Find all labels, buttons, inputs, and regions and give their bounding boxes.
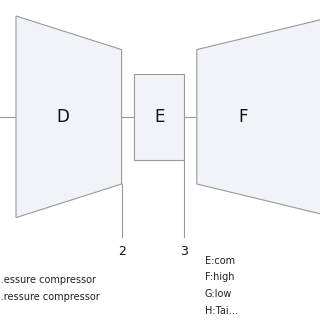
Text: …ressure compressor: …ressure compressor bbox=[0, 292, 99, 302]
Text: F: F bbox=[238, 108, 248, 126]
Text: 3: 3 bbox=[180, 245, 188, 258]
Text: D: D bbox=[56, 108, 69, 126]
Bar bbox=[134, 74, 184, 160]
Text: E: E bbox=[154, 108, 164, 126]
Polygon shape bbox=[197, 16, 320, 218]
Text: H:Tai…: H:Tai… bbox=[205, 306, 238, 316]
Text: …essure compressor: …essure compressor bbox=[0, 275, 96, 285]
Polygon shape bbox=[16, 16, 122, 218]
Text: G:low: G:low bbox=[205, 289, 232, 299]
Text: F:high: F:high bbox=[205, 272, 234, 283]
Text: 2: 2 bbox=[118, 245, 125, 258]
Text: E:com: E:com bbox=[205, 256, 235, 266]
